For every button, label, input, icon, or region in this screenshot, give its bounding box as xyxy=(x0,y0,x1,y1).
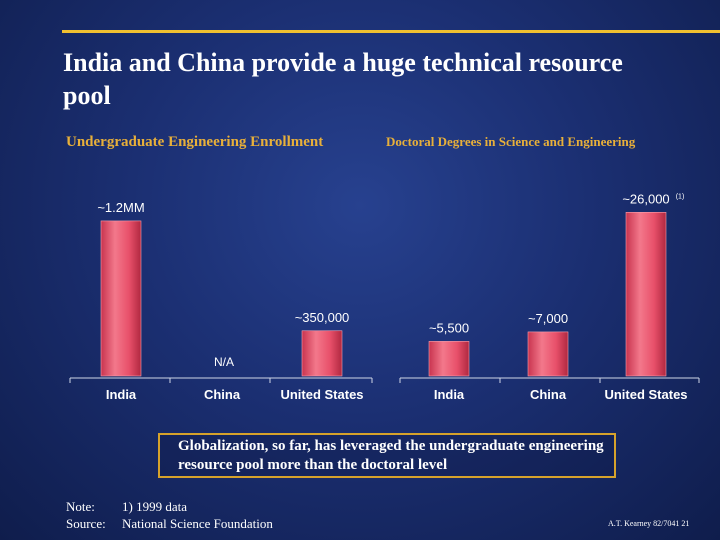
data-label-0-2: ~350,000 xyxy=(295,310,350,325)
data-label-1-0: ~5,500 xyxy=(429,320,469,335)
callout-box xyxy=(158,433,616,478)
bar-0-0 xyxy=(100,220,142,377)
source-line: Source: National Science Foundation xyxy=(66,516,273,532)
chart-title-doctoral: Doctoral Degrees in Science and Engineer… xyxy=(386,134,636,149)
title-accent-line xyxy=(62,30,720,33)
note-text: 1) 1999 data xyxy=(122,499,187,514)
data-label-0-0: ~1.2MM xyxy=(97,200,144,215)
bar-1-1 xyxy=(527,331,569,377)
slide-title: India and China provide a huge technical… xyxy=(63,48,623,110)
callout-text: Globalization, so far, has leveraged the… xyxy=(178,438,604,473)
data-label-0-1: N/A xyxy=(214,355,234,369)
bar-1-0 xyxy=(428,341,470,377)
bar-1-2 xyxy=(625,211,667,377)
category-label-0-0: India xyxy=(106,387,137,402)
category-label-1-2: United States xyxy=(604,387,687,402)
category-label-1-1: China xyxy=(530,387,567,402)
source-label: Source: xyxy=(66,516,106,531)
data-footnote-1-2: (1) xyxy=(676,193,685,200)
category-label-1-0: India xyxy=(434,387,465,402)
bar-0-2 xyxy=(301,330,343,377)
chart-title-undergrad: Undergraduate Engineering Enrollment xyxy=(66,134,324,150)
footer-reference: A.T. Kearney 82/7041 21 xyxy=(608,519,690,528)
note-label: Note: xyxy=(66,499,95,514)
category-label-0-1: China xyxy=(204,387,241,402)
note-line: Note: 1) 1999 data xyxy=(66,499,187,515)
data-label-1-2: ~26,000 xyxy=(622,191,669,206)
data-label-1-1: ~7,000 xyxy=(528,311,568,326)
source-text: National Science Foundation xyxy=(122,516,273,531)
category-label-0-2: United States xyxy=(280,387,363,402)
